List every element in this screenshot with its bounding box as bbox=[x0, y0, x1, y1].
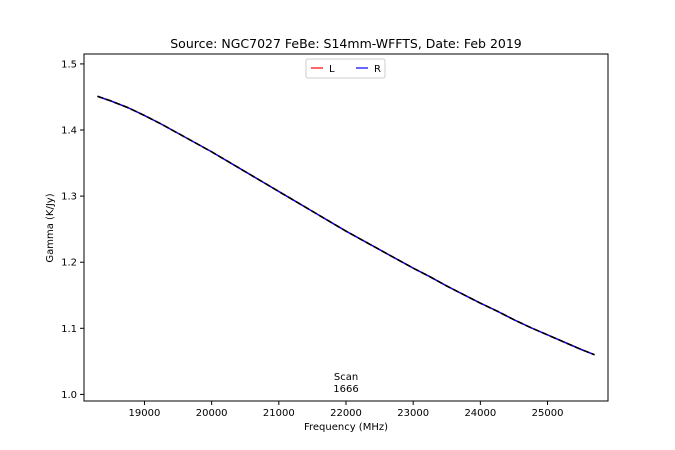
x-tick-label: 23000 bbox=[397, 408, 429, 419]
y-axis-label: Gamma (K/Jy) bbox=[45, 193, 56, 262]
x-tick-label: 20000 bbox=[196, 408, 228, 419]
y-axis-ticks: 1.0 1.1 1.2 1.3 1.4 1.5 bbox=[61, 59, 84, 401]
scan-label: Scan bbox=[334, 372, 358, 383]
scan-annotation: Scan 1666 bbox=[333, 372, 358, 395]
x-axis-ticks: 19000 20000 21000 22000 23000 24000 25000 bbox=[129, 401, 564, 419]
x-tick-label: 24000 bbox=[464, 408, 496, 419]
legend: L R bbox=[305, 58, 386, 79]
y-tick-label: 1.3 bbox=[61, 192, 77, 203]
y-tick-label: 1.2 bbox=[61, 258, 77, 269]
y-tick-label: 1.5 bbox=[61, 59, 77, 70]
series-line-fit bbox=[97, 95, 595, 356]
y-tick-label: 1.4 bbox=[61, 126, 77, 137]
y-tick-label: 1.1 bbox=[61, 324, 77, 335]
legend-box bbox=[305, 58, 386, 79]
legend-r-label: R bbox=[374, 64, 381, 75]
y-tick-label: 1.0 bbox=[61, 390, 77, 401]
scan-number: 1666 bbox=[333, 384, 358, 395]
x-tick-label: 19000 bbox=[129, 408, 161, 419]
plot-area bbox=[97, 95, 595, 356]
chart-title: Source: NGC7027 FeBe: S14mm-WFFTS, Date:… bbox=[170, 36, 522, 51]
x-tick-label: 25000 bbox=[532, 408, 564, 419]
x-tick-label: 22000 bbox=[330, 408, 362, 419]
legend-l-label: L bbox=[329, 64, 335, 75]
x-axis-label: Frequency (MHz) bbox=[304, 422, 388, 433]
x-tick-label: 21000 bbox=[263, 408, 295, 419]
